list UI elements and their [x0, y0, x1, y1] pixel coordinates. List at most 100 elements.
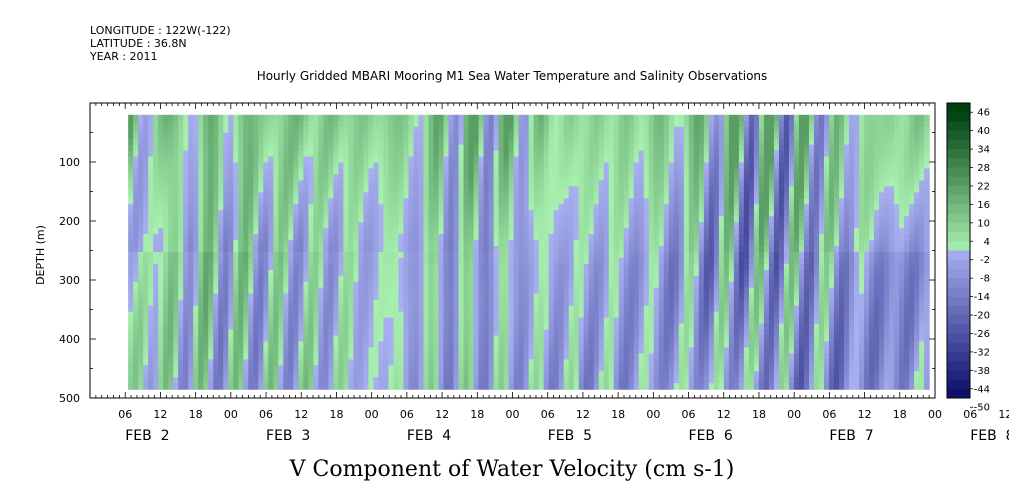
heatmap-cell: [433, 359, 440, 366]
heatmap-cell: [213, 192, 219, 199]
heatmap-cell: [653, 293, 660, 301]
heatmap-cell: [333, 228, 340, 235]
heatmap-cell: [373, 371, 380, 378]
heatmap-cell: [273, 281, 279, 289]
heatmap-cell: [253, 114, 259, 122]
heatmap-cell: [488, 275, 495, 283]
heatmap-cell: [133, 251, 139, 259]
heatmap-cell: [253, 305, 259, 313]
heatmap-cell: [593, 323, 600, 331]
heatmap-cell: [373, 114, 380, 122]
heatmap-cell: [578, 198, 585, 205]
heatmap-cell: [213, 234, 219, 241]
heatmap-cell: [493, 114, 500, 122]
heatmap-cell: [403, 311, 410, 319]
heatmap-cell: [613, 192, 620, 199]
heatmap-cell: [623, 329, 630, 337]
heatmap-cell: [378, 138, 385, 146]
heatmap-cell: [223, 162, 229, 170]
heatmap-cell: [273, 293, 279, 301]
heatmap-cell: [633, 257, 640, 265]
heatmap-cell: [643, 335, 650, 343]
heatmap-cell: [593, 347, 600, 354]
heatmap-cell: [383, 168, 390, 176]
heatmap-cell: [128, 222, 134, 229]
heatmap-cell: [508, 365, 515, 372]
heatmap-cell: [588, 138, 595, 146]
heatmap-cell: [133, 138, 139, 146]
heatmap-cell: [633, 299, 640, 307]
heatmap-cell: [438, 353, 445, 360]
heatmap-cell: [318, 234, 324, 241]
heatmap-cell: [523, 299, 530, 307]
heatmap-cell: [288, 174, 294, 181]
heatmap-cell: [588, 359, 595, 366]
heatmap-cell: [338, 192, 345, 199]
heatmap-cell: [418, 251, 425, 259]
heatmap-cell: [428, 216, 435, 223]
heatmap-cell: [603, 281, 610, 289]
heatmap-cell: [363, 257, 370, 265]
heatmap-cell: [463, 383, 470, 390]
heatmap-cell: [438, 162, 445, 170]
heatmap-cell: [488, 269, 495, 277]
heatmap-cell: [353, 263, 360, 271]
heatmap-cell: [453, 293, 460, 301]
heatmap-cell: [318, 335, 324, 343]
heatmap-cell: [248, 341, 254, 348]
heatmap-cell: [283, 341, 289, 348]
heatmap-cell: [218, 210, 224, 217]
heatmap-cell: [198, 126, 204, 134]
heatmap-cell: [593, 299, 600, 307]
heatmap-cell: [133, 341, 139, 348]
heatmap-cell: [458, 150, 465, 158]
heatmap-cell: [438, 257, 445, 265]
heatmap-cell: [198, 371, 204, 378]
heatmap-cell: [263, 371, 269, 378]
heatmap-cell: [358, 222, 365, 229]
heatmap-cell: [533, 168, 540, 176]
heatmap-cell: [453, 323, 460, 331]
heatmap-cell: [423, 335, 430, 343]
heatmap-cell: [368, 180, 375, 187]
heatmap-cell: [313, 281, 319, 289]
heatmap-cell: [668, 162, 675, 170]
heatmap-cell: [273, 377, 279, 384]
heatmap-cell: [253, 335, 259, 343]
heatmap-cell: [313, 240, 319, 247]
heatmap-cell: [508, 281, 515, 289]
heatmap-cell: [398, 180, 405, 187]
heatmap-cell: [283, 293, 289, 301]
heatmap-cell: [498, 287, 505, 295]
heatmap-cell: [258, 162, 264, 170]
heatmap-cell: [453, 240, 460, 247]
heatmap-cell: [303, 150, 309, 158]
heatmap-cell: [533, 359, 540, 366]
heatmap-cell: [298, 228, 304, 235]
heatmap-cell: [448, 204, 455, 211]
heatmap-cell: [278, 216, 284, 223]
heatmap-cell: [658, 204, 665, 211]
heatmap-cell: [368, 246, 375, 253]
heatmap-cell: [353, 168, 360, 176]
heatmap-cell: [378, 251, 385, 259]
heatmap-cell: [643, 132, 650, 140]
heatmap-cell: [503, 180, 510, 187]
heatmap-cell: [193, 216, 199, 223]
heatmap-cell: [338, 138, 345, 146]
heatmap-cell: [548, 132, 555, 140]
heatmap-cell: [373, 186, 380, 193]
heatmap-cell: [548, 120, 555, 128]
heatmap-cell: [318, 287, 324, 295]
heatmap-cell: [648, 204, 655, 211]
heatmap-cell: [413, 126, 420, 134]
heatmap-cell: [633, 359, 640, 366]
heatmap-cell: [413, 257, 420, 265]
heatmap-cell: [428, 311, 435, 319]
heatmap-cell: [533, 198, 540, 205]
heatmap-cell: [573, 120, 580, 128]
heatmap-cell: [278, 162, 284, 170]
heatmap-cell: [538, 323, 545, 331]
heatmap-cell: [283, 216, 289, 223]
heatmap-cell: [183, 365, 189, 372]
